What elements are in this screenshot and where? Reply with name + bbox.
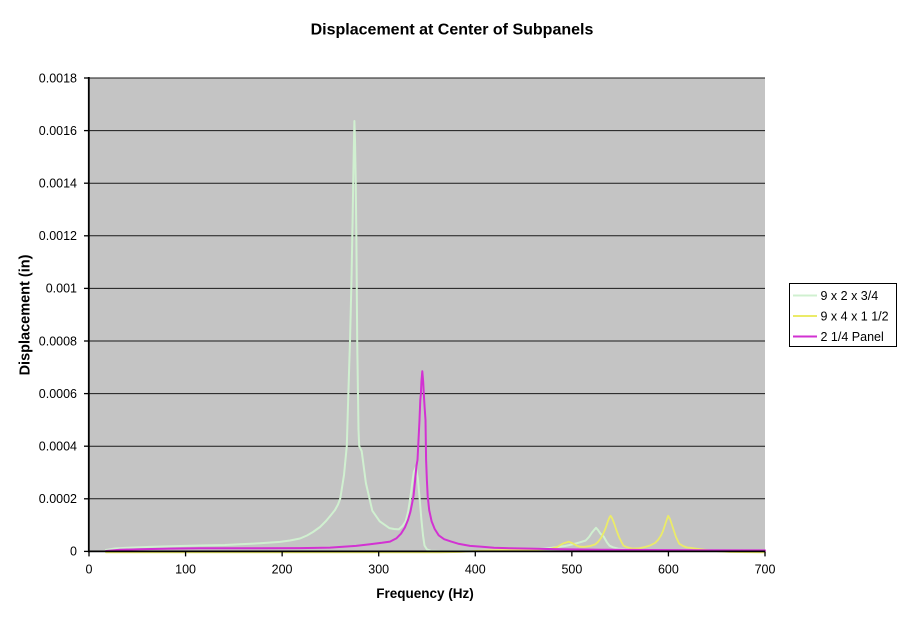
svg-text:0.0008: 0.0008 <box>39 334 77 348</box>
svg-text:300: 300 <box>368 563 389 577</box>
svg-text:9 x 2 x 3/4: 9 x 2 x 3/4 <box>821 289 879 303</box>
svg-text:0: 0 <box>86 563 93 577</box>
svg-text:0.0016: 0.0016 <box>39 124 77 138</box>
svg-text:Displacement at Center of Subp: Displacement at Center of Subpanels <box>311 22 594 39</box>
svg-text:0.0002: 0.0002 <box>39 492 77 506</box>
svg-text:600: 600 <box>658 563 679 577</box>
svg-text:700: 700 <box>755 563 776 577</box>
svg-text:400: 400 <box>465 563 486 577</box>
svg-text:0.0004: 0.0004 <box>39 440 77 454</box>
svg-text:100: 100 <box>175 563 196 577</box>
svg-text:0: 0 <box>70 545 77 559</box>
svg-text:0.001: 0.001 <box>46 282 77 296</box>
svg-text:Displacement (in): Displacement (in) <box>18 254 34 375</box>
svg-text:2 1/4 Panel: 2 1/4 Panel <box>821 330 884 344</box>
svg-text:Frequency (Hz): Frequency (Hz) <box>376 586 474 601</box>
svg-text:500: 500 <box>561 563 582 577</box>
svg-text:0.0012: 0.0012 <box>39 229 77 243</box>
svg-text:200: 200 <box>272 563 293 577</box>
svg-text:0.0018: 0.0018 <box>39 71 77 85</box>
svg-text:0.0006: 0.0006 <box>39 387 77 401</box>
svg-text:9 x 4 x 1 1/2: 9 x 4 x 1 1/2 <box>821 309 889 323</box>
svg-text:0.0014: 0.0014 <box>39 177 77 191</box>
